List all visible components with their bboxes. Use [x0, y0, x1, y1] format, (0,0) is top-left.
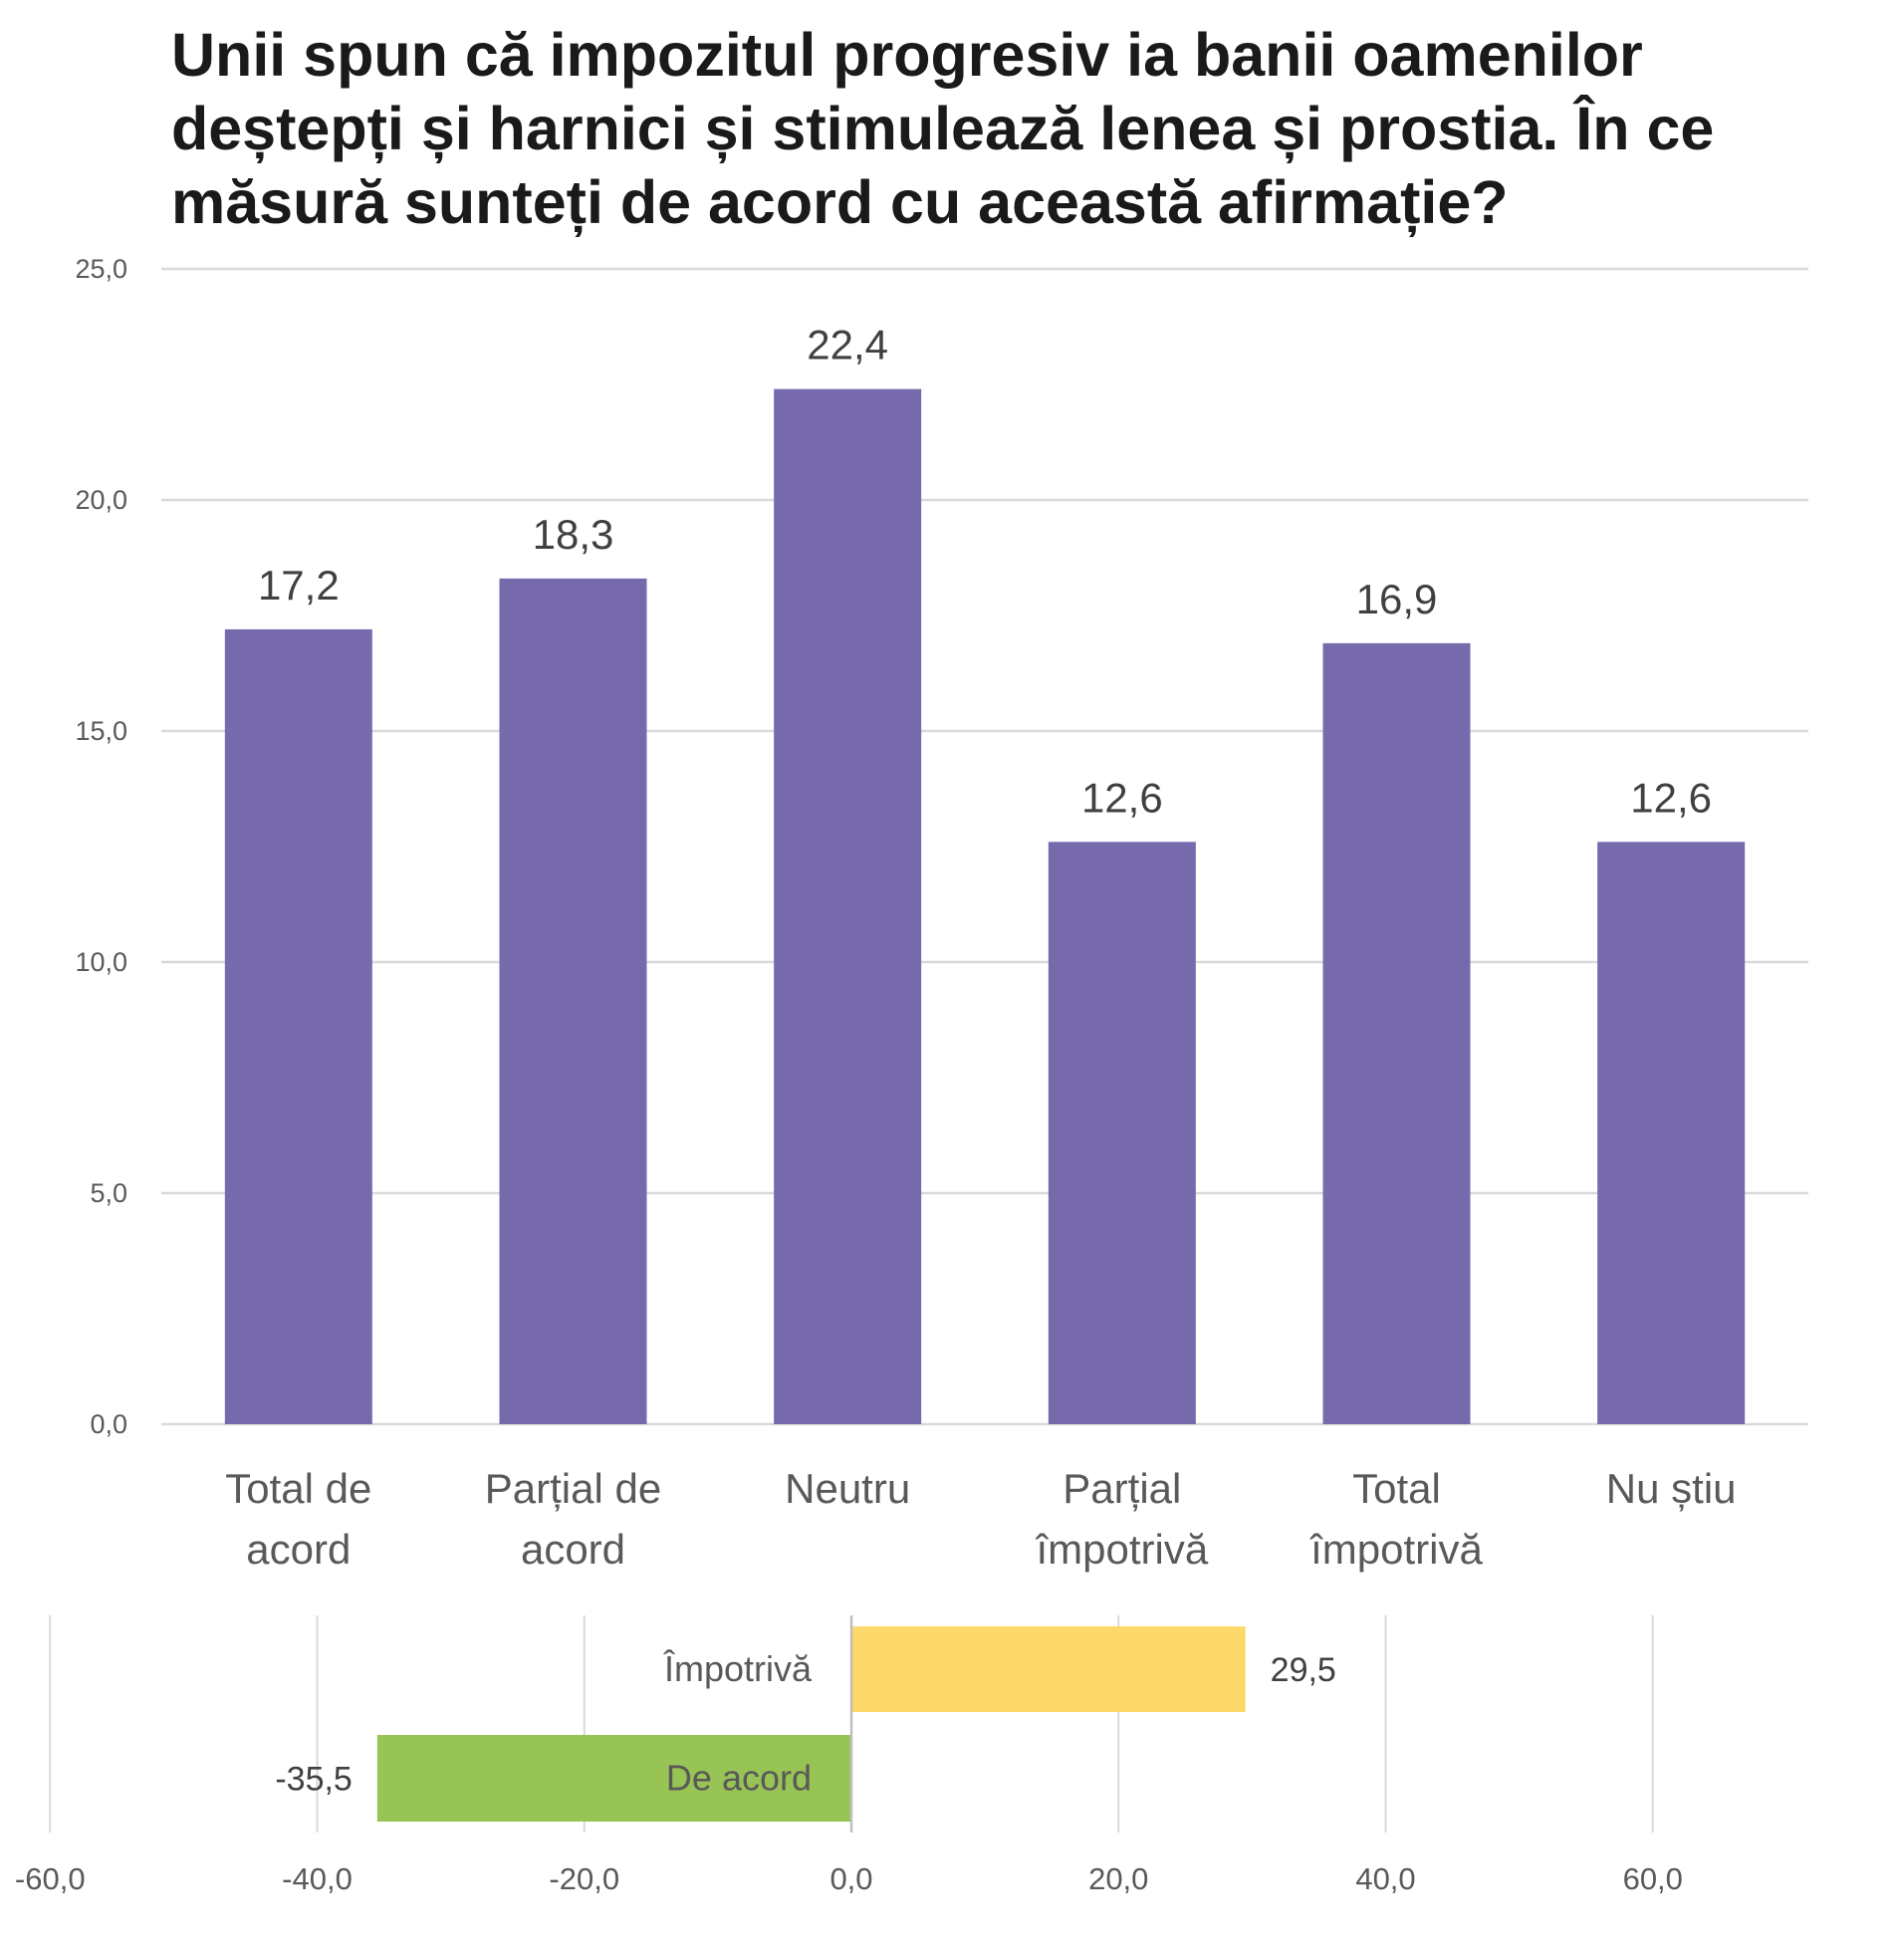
- y-tick-label: 10,0: [75, 947, 127, 977]
- y-tick-label: 5,0: [90, 1178, 127, 1208]
- bar: [499, 578, 647, 1424]
- x-tick-label: 40,0: [1355, 1861, 1415, 1896]
- bar: [1597, 842, 1746, 1424]
- data-label: 17,2: [258, 562, 340, 609]
- x-category-label: împotrivă: [1309, 1526, 1483, 1573]
- bar: [1322, 642, 1471, 1424]
- x-category-label: împotrivă: [1035, 1526, 1208, 1573]
- y-tick-label: 0,0: [90, 1409, 127, 1439]
- x-category-label: Total: [1352, 1465, 1441, 1512]
- x-tick-label: 0,0: [829, 1861, 872, 1896]
- x-category-label: Total de: [225, 1465, 371, 1512]
- data-label: 18,3: [533, 511, 614, 558]
- x-tick-label: -40,0: [282, 1861, 353, 1896]
- chart-title: Unii spun că impozitul progresiv ia bani…: [171, 21, 1715, 236]
- y-tick-label: 15,0: [75, 716, 127, 746]
- data-label: -35,5: [275, 1761, 353, 1799]
- y-category-label: De acord: [666, 1758, 812, 1799]
- x-category-label: acord: [246, 1526, 351, 1573]
- bar-horizontal: [851, 1626, 1246, 1712]
- data-label: 16,9: [1356, 576, 1438, 622]
- data-label: 12,6: [1630, 774, 1712, 821]
- data-label: 29,5: [1271, 1651, 1336, 1689]
- data-label: 22,4: [807, 322, 888, 368]
- y-category-label: Împotrivă: [663, 1648, 813, 1689]
- bar-horizontal: [376, 1735, 851, 1822]
- bar: [1048, 842, 1196, 1424]
- y-tick-label: 25,0: [75, 254, 127, 284]
- bar: [774, 388, 922, 1424]
- x-tick-label: 60,0: [1623, 1861, 1683, 1896]
- x-category-label: acord: [521, 1526, 625, 1573]
- x-tick-label: -20,0: [549, 1861, 619, 1896]
- y-tick-label: 20,0: [75, 485, 127, 515]
- x-tick-label: -60,0: [15, 1861, 86, 1896]
- x-category-label: Parțial: [1063, 1465, 1181, 1512]
- x-category-label: Parțial de: [485, 1465, 661, 1512]
- x-category-label: Neutru: [785, 1465, 910, 1512]
- data-label: 12,6: [1081, 774, 1163, 821]
- x-category-label: Nu știu: [1606, 1465, 1737, 1512]
- bar: [224, 628, 372, 1424]
- x-tick-label: 20,0: [1088, 1861, 1148, 1896]
